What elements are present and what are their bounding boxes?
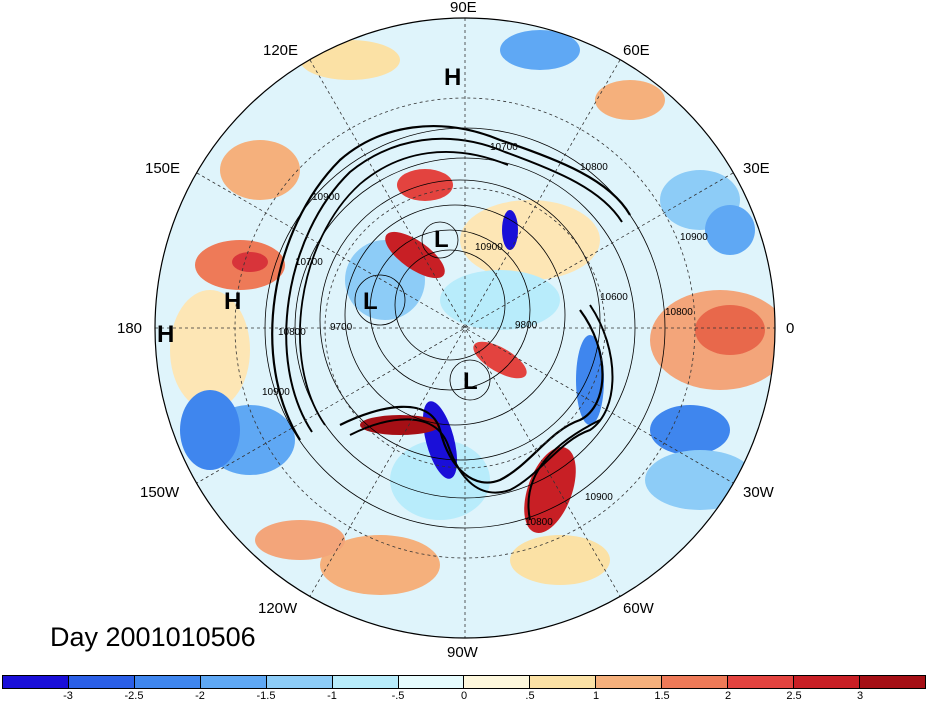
high-pressure-marker: H	[444, 64, 462, 91]
lon-label-30e: 30E	[743, 160, 770, 177]
colorbar-tick-label: 0	[460, 690, 468, 702]
colorbar	[2, 675, 926, 689]
colorbar-tick-label: -.5	[391, 690, 405, 702]
contour-label: 10800	[665, 307, 693, 318]
colorbar-tick-label: -3	[63, 690, 73, 702]
colorbar-bin	[398, 676, 465, 688]
colorbar-bin	[332, 676, 399, 688]
colorbar-tick-label: -1	[327, 690, 337, 702]
low-pressure-marker: L	[363, 288, 378, 315]
colorbar-bin	[134, 676, 201, 688]
colorbar-bin	[68, 676, 135, 688]
lon-label-0: 0	[786, 320, 795, 337]
low-pressure-marker: L	[434, 226, 449, 253]
plot-title: Day 2001010506	[50, 622, 256, 652]
high-pressure-marker: H	[224, 288, 242, 315]
colorbar-bin	[530, 676, 597, 688]
lon-label-60w: 60W	[623, 600, 654, 617]
colorbar-tick-label: 1.5	[654, 690, 670, 702]
contour-label: 10800	[278, 327, 306, 338]
colorbar-tick-label: -2	[195, 690, 205, 702]
colorbar-tick-label: -1.5	[256, 690, 276, 702]
contour-label: 10900	[475, 242, 503, 253]
contour-label: 10900	[680, 232, 708, 243]
colorbar-tick-label: 2.5	[786, 690, 802, 702]
graticule	[155, 18, 775, 638]
colorbar-bin	[596, 676, 663, 688]
colorbar-tick-label: 2	[724, 690, 732, 702]
colorbar-bin	[662, 676, 729, 688]
colorbar-bin	[464, 676, 531, 688]
colorbar-bin	[3, 676, 69, 688]
contour-value-labels: 10700 10800 10900 10900 10700 10600 1080…	[262, 142, 708, 528]
lon-label-150w: 150W	[140, 484, 180, 501]
lon-label-90e: 90E	[450, 0, 477, 16]
colorbar-bin	[859, 676, 925, 688]
anomaly-field	[155, 18, 775, 638]
contour-label: 9800	[515, 320, 538, 331]
high-pressure-marker: H	[157, 321, 175, 348]
colorbar-bin	[728, 676, 795, 688]
colorbar-bin	[266, 676, 333, 688]
contour-label: 10900	[585, 492, 613, 503]
colorbar-bin	[794, 676, 860, 688]
lon-label-30w: 30W	[743, 484, 774, 501]
colorbar-tick-label: 1	[592, 690, 600, 702]
colorbar-bin	[200, 676, 267, 688]
contour-label: 10800	[580, 162, 608, 173]
height-contours	[264, 125, 666, 529]
contour-label: 10900	[312, 192, 340, 203]
lon-label-120e: 120E	[263, 42, 299, 59]
lon-label-60e: 60E	[623, 42, 650, 59]
contour-label: 9700	[330, 322, 353, 333]
lon-label-180: 180	[117, 320, 143, 337]
contour-label: 10800	[525, 517, 553, 528]
colorbar-tick-label: -2.5	[124, 690, 144, 702]
colorbar-tick-label: 3	[856, 690, 864, 702]
contour-label: 10700	[295, 257, 323, 268]
low-pressure-marker: L	[463, 368, 478, 395]
lon-label-120w: 120W	[258, 600, 298, 617]
contour-label: 10900	[262, 387, 290, 398]
contour-label: 10600	[600, 292, 628, 303]
lon-label-150e: 150E	[145, 160, 181, 177]
colorbar-tick-label: .5	[525, 690, 535, 702]
contour-label: 10700	[490, 142, 518, 153]
map-boundary	[154, 17, 776, 639]
lon-label-90w: 90W	[447, 644, 478, 661]
